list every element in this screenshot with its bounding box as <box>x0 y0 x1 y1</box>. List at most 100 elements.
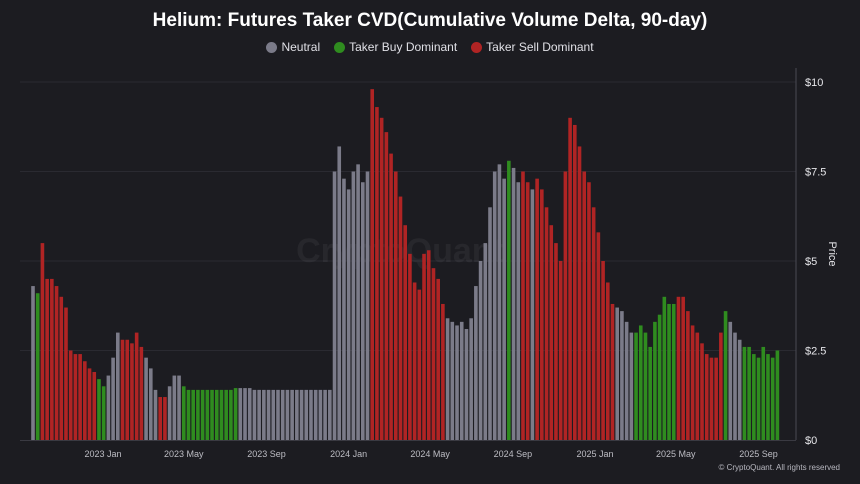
bar <box>737 339 742 440</box>
chart-title: Helium: Futures Taker CVD(Cumulative Vol… <box>152 10 708 31</box>
bar <box>450 321 455 440</box>
bar <box>64 307 68 440</box>
bar <box>233 388 238 440</box>
bar <box>662 296 667 440</box>
bar <box>511 167 516 441</box>
bar <box>624 321 629 440</box>
bar <box>577 146 582 440</box>
bar <box>596 232 601 440</box>
bar <box>238 388 243 440</box>
bar <box>676 296 681 440</box>
bar <box>629 332 634 440</box>
bar <box>181 386 186 440</box>
bar <box>488 207 492 440</box>
bar <box>502 178 506 440</box>
bar <box>78 354 82 440</box>
legend-swatch-taker-buy <box>334 41 346 53</box>
bar <box>83 361 87 440</box>
bar <box>120 339 125 440</box>
bar <box>299 389 304 440</box>
bar <box>667 303 671 440</box>
bar <box>153 389 158 440</box>
x-tick-label: 2024 May <box>410 449 450 459</box>
legend-item-taker-sell[interactable]: Taker Sell Dominant <box>471 40 594 54</box>
bar <box>200 389 205 440</box>
bar <box>346 189 351 440</box>
bar <box>719 332 723 440</box>
bar <box>35 293 40 440</box>
bar <box>285 389 290 440</box>
bar <box>455 325 459 440</box>
bar <box>252 389 257 440</box>
x-tick-label: 2025 Jan <box>576 449 613 459</box>
x-tick-label: 2024 Sep <box>494 449 533 459</box>
bar <box>549 225 554 440</box>
bar <box>97 379 101 440</box>
legend-item-taker-buy[interactable]: Taker Buy Dominant <box>334 40 457 54</box>
bar <box>761 346 766 440</box>
x-tick-label: 2023 Jan <box>84 449 121 459</box>
bar <box>403 225 407 440</box>
bar <box>770 357 775 440</box>
bar <box>370 89 375 440</box>
bar <box>295 389 299 440</box>
bar <box>521 171 525 440</box>
bar <box>332 171 337 440</box>
bar <box>582 171 587 440</box>
bar <box>492 171 497 440</box>
bar <box>172 375 177 440</box>
bar <box>101 386 106 440</box>
y-axis-label: Price <box>826 241 838 266</box>
y-tick-label: $5 <box>805 256 817 268</box>
bar <box>426 250 431 440</box>
bar <box>634 332 638 440</box>
bar <box>262 389 266 440</box>
bar <box>243 388 247 440</box>
bar <box>116 332 120 440</box>
bar <box>690 325 695 440</box>
bar <box>224 389 228 440</box>
bar <box>280 389 285 440</box>
bar <box>365 171 370 440</box>
bar <box>657 314 662 440</box>
bar <box>45 278 49 440</box>
x-tick-label: 2023 May <box>164 449 204 459</box>
bar <box>379 117 384 441</box>
bar <box>342 178 346 440</box>
bar <box>186 389 191 440</box>
bar <box>709 357 714 440</box>
bar <box>356 164 360 440</box>
bar <box>219 389 224 440</box>
bar <box>106 375 111 440</box>
bar <box>540 189 544 440</box>
bar <box>360 182 365 441</box>
bar <box>610 303 615 440</box>
bar <box>516 182 521 441</box>
x-tick-label: 2025 May <box>656 449 696 459</box>
bar <box>775 350 780 440</box>
bar <box>125 339 130 440</box>
bar <box>266 389 271 440</box>
bar <box>148 368 153 440</box>
legend-item-neutral[interactable]: Neutral <box>266 40 320 54</box>
bar <box>756 357 761 440</box>
bar <box>398 196 403 440</box>
bar <box>601 261 605 440</box>
bar <box>304 389 309 440</box>
bar <box>742 346 747 440</box>
bar <box>323 389 327 440</box>
bar <box>210 389 214 440</box>
bar <box>544 207 549 440</box>
bar <box>653 321 657 440</box>
bar <box>483 243 488 440</box>
bar <box>723 311 728 440</box>
bar <box>389 153 393 440</box>
bar <box>733 332 737 440</box>
bar <box>351 171 356 440</box>
bar <box>247 388 252 440</box>
bar <box>671 303 676 440</box>
bar <box>412 282 417 440</box>
x-tick-label: 2024 Jan <box>330 449 367 459</box>
bar <box>408 253 412 440</box>
